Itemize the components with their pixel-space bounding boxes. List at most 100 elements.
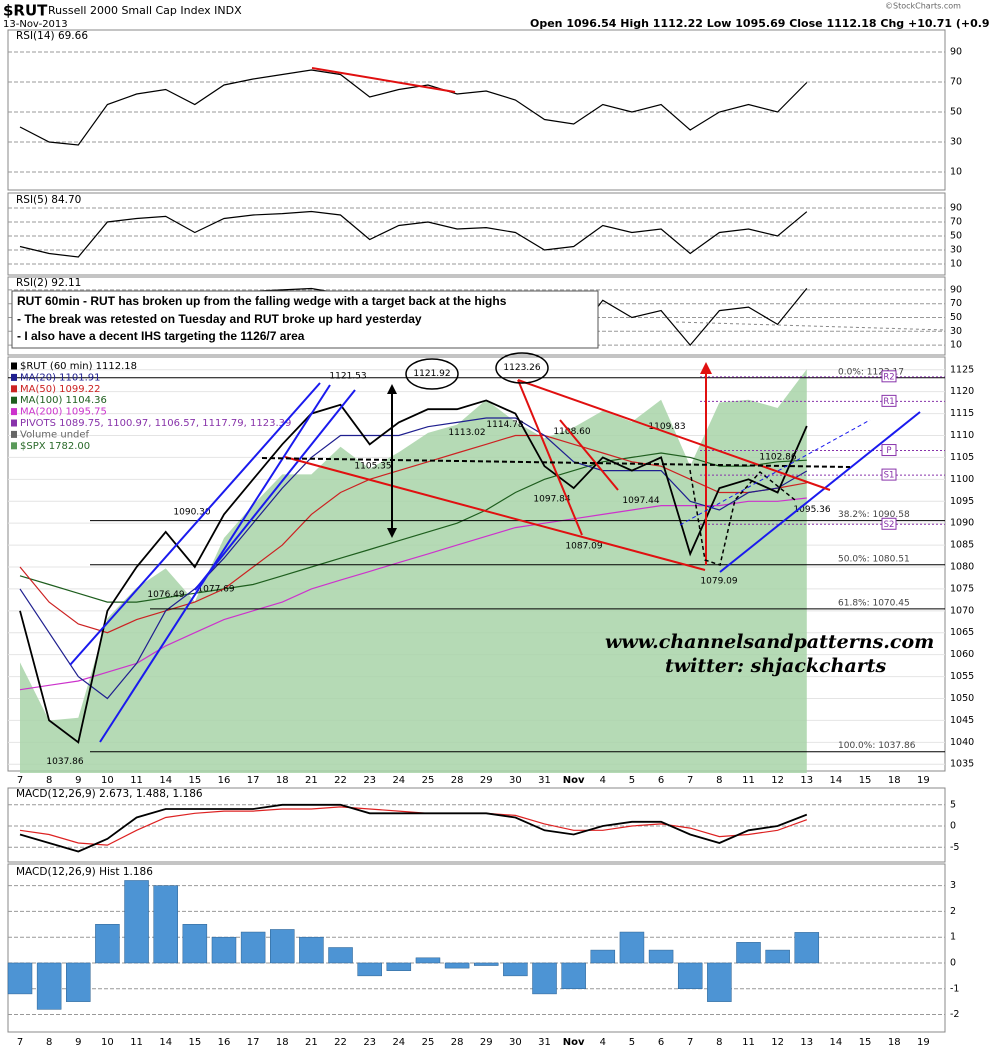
watermark: www.channelsandpatterns.com (605, 631, 934, 653)
price-label: 1097.84 (533, 494, 570, 504)
y-tick-label: 1095 (950, 496, 974, 507)
y-tick-label: 1080 (950, 562, 974, 573)
y-tick-label: 1070 (950, 605, 974, 616)
price-label: 1102.86 (759, 452, 796, 462)
series-line (19, 434, 807, 634)
hist-bar (36, 962, 62, 1010)
x-tick-label: 21 (305, 775, 318, 786)
x-tick-label: 22 (334, 775, 347, 786)
series-line (19, 399, 808, 744)
pivot-box (881, 444, 897, 457)
hist-bar (677, 962, 703, 989)
price-label: 1114.78 (486, 420, 523, 430)
x-tick-label: 14 (830, 1037, 843, 1048)
x-tick-label: 4 (600, 775, 606, 786)
legend-swatch (11, 419, 17, 427)
channel-guide (679, 419, 871, 526)
x-tick-label: 18 (888, 775, 901, 786)
x-tick-label: 19 (917, 1037, 930, 1048)
price-label: 1113.02 (448, 428, 485, 438)
hist-bar (328, 947, 353, 964)
y-tick-label: 1120 (950, 386, 974, 397)
hist-bar (765, 949, 790, 964)
pivot-box (881, 468, 897, 481)
y-tick-label: 1125 (950, 364, 974, 375)
price-label: 1109.83 (648, 422, 685, 432)
y-tick-label: 1055 (950, 671, 974, 682)
y-tick-label: 50 (950, 231, 962, 242)
panel-title: MACD(12,26,9) 2.673, 1.488, 1.186 (16, 788, 203, 800)
x-tick-label: 11 (130, 775, 143, 786)
x-tick-label: 25 (422, 775, 435, 786)
panel-rsi5 (7, 192, 946, 276)
x-tick-label: 12 (771, 1037, 784, 1048)
y-tick-label: 1040 (950, 737, 974, 748)
x-tick-label: 10 (101, 775, 114, 786)
x-tick-label: 17 (247, 775, 260, 786)
fib-label: 0.0%: 1123.17 (838, 367, 904, 377)
fib-label: 61.8%: 1070.45 (838, 598, 910, 608)
hist-bar (415, 957, 441, 964)
hist-bar (794, 932, 820, 964)
x-tick-label: 15 (188, 1037, 201, 1048)
y-tick-label: 70 (950, 298, 962, 309)
x-tick-label: 19 (917, 775, 930, 786)
legend-entry: MA(200) 1095.75 (20, 407, 107, 418)
x-tick-label: 8 (716, 1037, 722, 1048)
y-tick-label: 10 (950, 167, 962, 178)
y-tick-label: 50 (950, 312, 962, 323)
series-line (19, 806, 808, 846)
y-tick-label: 90 (950, 203, 962, 214)
fib-label: 100.0%: 1037.86 (838, 741, 916, 751)
price-label: 1037.86 (46, 757, 83, 767)
x-tick-label: 5 (629, 1037, 635, 1048)
x-tick-label: 15 (188, 775, 201, 786)
x-tick-label: 4 (600, 1037, 606, 1048)
price-label: 1121.92 (413, 369, 450, 379)
y-tick-label: 1100 (950, 474, 974, 485)
hist-bar (66, 962, 91, 1002)
hist-bar (503, 962, 528, 977)
pivot-box (881, 517, 897, 530)
x-tick-label: 11 (742, 775, 755, 786)
panel-hist (7, 863, 946, 1033)
x-tick-label: 11 (130, 1037, 143, 1048)
hist-bar (736, 942, 761, 964)
legend-swatch (11, 442, 17, 450)
x-tick-label: 18 (276, 775, 289, 786)
series-line (19, 803, 808, 853)
y-tick-label: 1050 (950, 693, 974, 704)
plot-layer: 1035104010451050105510601065107010751080… (7, 30, 974, 1048)
pivot-box (881, 370, 897, 383)
panel-title: RSI(14) 69.66 (16, 30, 88, 42)
hist-bar (386, 962, 412, 971)
hist-bar (444, 962, 470, 969)
indicator-line (19, 210, 808, 258)
legend-swatch (11, 385, 17, 393)
y-tick-label: 90 (950, 284, 962, 295)
y-tick-label: -2 (950, 1009, 959, 1020)
hist-bar (153, 885, 178, 964)
legend-swatch (11, 430, 17, 438)
pivot-label: P (886, 446, 891, 456)
price-label: 1108.60 (553, 427, 590, 437)
x-tick-label: 6 (658, 775, 664, 786)
indicator-line (19, 69, 808, 146)
hist-bar (124, 880, 149, 964)
hist-bar (270, 929, 295, 964)
legend-swatch (11, 362, 17, 370)
area (20, 369, 807, 773)
series-line (19, 417, 808, 700)
y-tick-label: 1035 (950, 759, 974, 770)
x-tick-label: 28 (451, 775, 464, 786)
y-tick-label: 50 (950, 107, 962, 118)
pivot-label: R2 (883, 372, 894, 382)
price-label: 1121.53 (329, 371, 366, 381)
y-tick-label: 1045 (950, 715, 974, 726)
note-box (11, 290, 599, 349)
x-tick-label: 6 (658, 1037, 664, 1048)
y-tick-label: 3 (950, 880, 956, 891)
y-tick-label: 1085 (950, 540, 974, 551)
y-tick-label: 90 (950, 47, 962, 58)
